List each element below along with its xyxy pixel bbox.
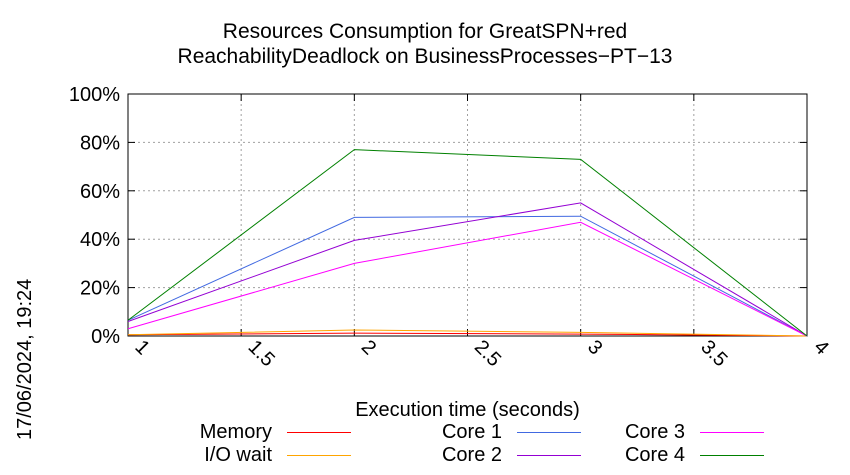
series-line xyxy=(127,215,808,337)
x-tick-label: 1.5 xyxy=(244,336,279,371)
x-tick-label: 2 xyxy=(357,336,380,359)
chart-title-line-2: ReachabilityDeadlock on BusinessProcesse… xyxy=(177,45,673,68)
series-line xyxy=(127,329,808,337)
legend-swatch xyxy=(287,455,351,456)
chart-title-line-1: Resources Consumption for GreatSPN+red xyxy=(222,20,628,43)
legend-swatch xyxy=(287,432,351,433)
legend-swatch xyxy=(700,455,764,456)
legend-label: Memory xyxy=(199,421,272,443)
x-tick-label: 1 xyxy=(130,336,153,359)
legend-label: Core 2 xyxy=(441,444,502,466)
series-line xyxy=(127,149,808,337)
series-line xyxy=(127,202,808,337)
y-tick-label: 80% xyxy=(80,132,120,154)
x-tick-label: 2.5 xyxy=(470,336,505,371)
series-line xyxy=(127,221,808,337)
y-tick-label: 20% xyxy=(80,278,120,300)
x-axis-label: Execution time (seconds) xyxy=(355,399,580,421)
legend-swatch xyxy=(700,432,764,433)
x-tick-label: 4 xyxy=(809,336,832,359)
x-tick-label: 3 xyxy=(583,336,606,359)
x-tick-label: 3.5 xyxy=(696,336,731,371)
legend-label: Core 4 xyxy=(624,444,685,466)
timestamp-label: 17/06/2024, 19:24 xyxy=(14,278,36,440)
legend-label: Core 3 xyxy=(624,421,685,443)
legend-swatch xyxy=(517,455,581,456)
y-tick-label: 60% xyxy=(80,181,120,203)
y-tick-label: 0% xyxy=(91,326,120,348)
legend-label: Core 1 xyxy=(441,421,502,443)
y-tick-label: 100% xyxy=(69,84,120,106)
legend-swatch xyxy=(517,432,581,433)
series-line xyxy=(127,332,808,337)
y-tick-label: 40% xyxy=(80,229,120,251)
legend-label: I/O wait xyxy=(204,444,272,466)
